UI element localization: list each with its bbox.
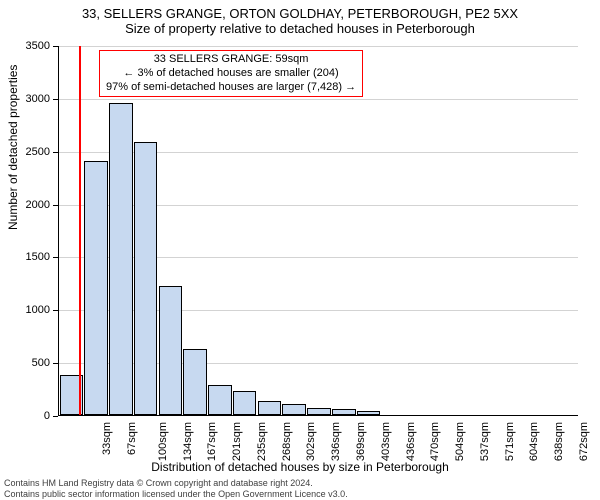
y-tick-label: 2000 bbox=[0, 199, 50, 211]
annotation-line-2: ← 3% of detached houses are smaller (204… bbox=[106, 67, 356, 81]
x-tick-label: 201sqm bbox=[231, 422, 243, 461]
y-tick-mark bbox=[53, 152, 58, 153]
histogram-bar bbox=[109, 103, 133, 415]
histogram-bar bbox=[357, 411, 381, 415]
gridline bbox=[59, 99, 578, 100]
title-line-1: 33, SELLERS GRANGE, ORTON GOLDHAY, PETER… bbox=[0, 0, 600, 21]
histogram-bar bbox=[134, 142, 158, 415]
histogram-bar bbox=[233, 391, 257, 415]
x-tick-label: 134sqm bbox=[182, 422, 194, 461]
title-line-2: Size of property relative to detached ho… bbox=[0, 21, 600, 38]
y-tick-label: 500 bbox=[0, 357, 50, 369]
x-tick-label: 167sqm bbox=[207, 422, 219, 461]
x-tick-label: 336sqm bbox=[330, 422, 342, 461]
reference-line bbox=[79, 46, 81, 415]
annotation-line-3: 97% of semi-detached houses are larger (… bbox=[106, 81, 356, 95]
y-tick-mark bbox=[53, 46, 58, 47]
y-tick-label: 0 bbox=[0, 410, 50, 422]
footer-line-1: Contains HM Land Registry data © Crown c… bbox=[4, 478, 348, 488]
annotation-line-1: 33 SELLERS GRANGE: 59sqm bbox=[106, 53, 356, 67]
x-tick-label: 470sqm bbox=[429, 422, 441, 461]
footer-line-2: Contains public sector information licen… bbox=[4, 489, 348, 499]
histogram-bar bbox=[258, 401, 282, 415]
x-tick-label: 672sqm bbox=[578, 422, 590, 461]
x-tick-label: 436sqm bbox=[405, 422, 417, 461]
y-tick-label: 2500 bbox=[0, 146, 50, 158]
y-tick-mark bbox=[53, 416, 58, 417]
histogram-bar bbox=[307, 408, 331, 415]
y-tick-mark bbox=[53, 205, 58, 206]
x-tick-label: 571sqm bbox=[504, 422, 516, 461]
chart-container: 33, SELLERS GRANGE, ORTON GOLDHAY, PETER… bbox=[0, 0, 600, 500]
x-tick-label: 403sqm bbox=[380, 422, 392, 461]
x-tick-label: 100sqm bbox=[157, 422, 169, 461]
gridline bbox=[59, 46, 578, 47]
histogram-bar bbox=[208, 385, 232, 415]
x-tick-label: 638sqm bbox=[553, 422, 565, 461]
x-tick-label: 604sqm bbox=[528, 422, 540, 461]
histogram-bar bbox=[183, 349, 207, 415]
y-tick-label: 1500 bbox=[0, 251, 50, 263]
x-tick-label: 537sqm bbox=[479, 422, 491, 461]
x-tick-label: 504sqm bbox=[454, 422, 466, 461]
histogram-bar bbox=[332, 409, 356, 415]
x-tick-label: 268sqm bbox=[281, 422, 293, 461]
x-tick-label: 33sqm bbox=[101, 422, 113, 455]
y-tick-mark bbox=[53, 363, 58, 364]
annotation-box: 33 SELLERS GRANGE: 59sqm← 3% of detached… bbox=[99, 50, 363, 97]
footer-attribution: Contains HM Land Registry data © Crown c… bbox=[4, 478, 348, 499]
histogram-bar bbox=[159, 286, 183, 415]
y-tick-label: 1000 bbox=[0, 304, 50, 316]
y-tick-mark bbox=[53, 310, 58, 311]
histogram-bar bbox=[282, 404, 306, 415]
x-tick-label: 302sqm bbox=[306, 422, 318, 461]
plot-area: 33 SELLERS GRANGE: 59sqm← 3% of detached… bbox=[58, 46, 578, 416]
x-axis-label: Distribution of detached houses by size … bbox=[0, 460, 600, 474]
histogram-bar bbox=[84, 161, 108, 415]
y-tick-mark bbox=[53, 257, 58, 258]
x-tick-label: 369sqm bbox=[355, 422, 367, 461]
y-tick-label: 3000 bbox=[0, 93, 50, 105]
x-tick-label: 67sqm bbox=[126, 422, 138, 455]
y-tick-mark bbox=[53, 99, 58, 100]
y-tick-label: 3500 bbox=[0, 40, 50, 52]
x-tick-label: 235sqm bbox=[256, 422, 268, 461]
